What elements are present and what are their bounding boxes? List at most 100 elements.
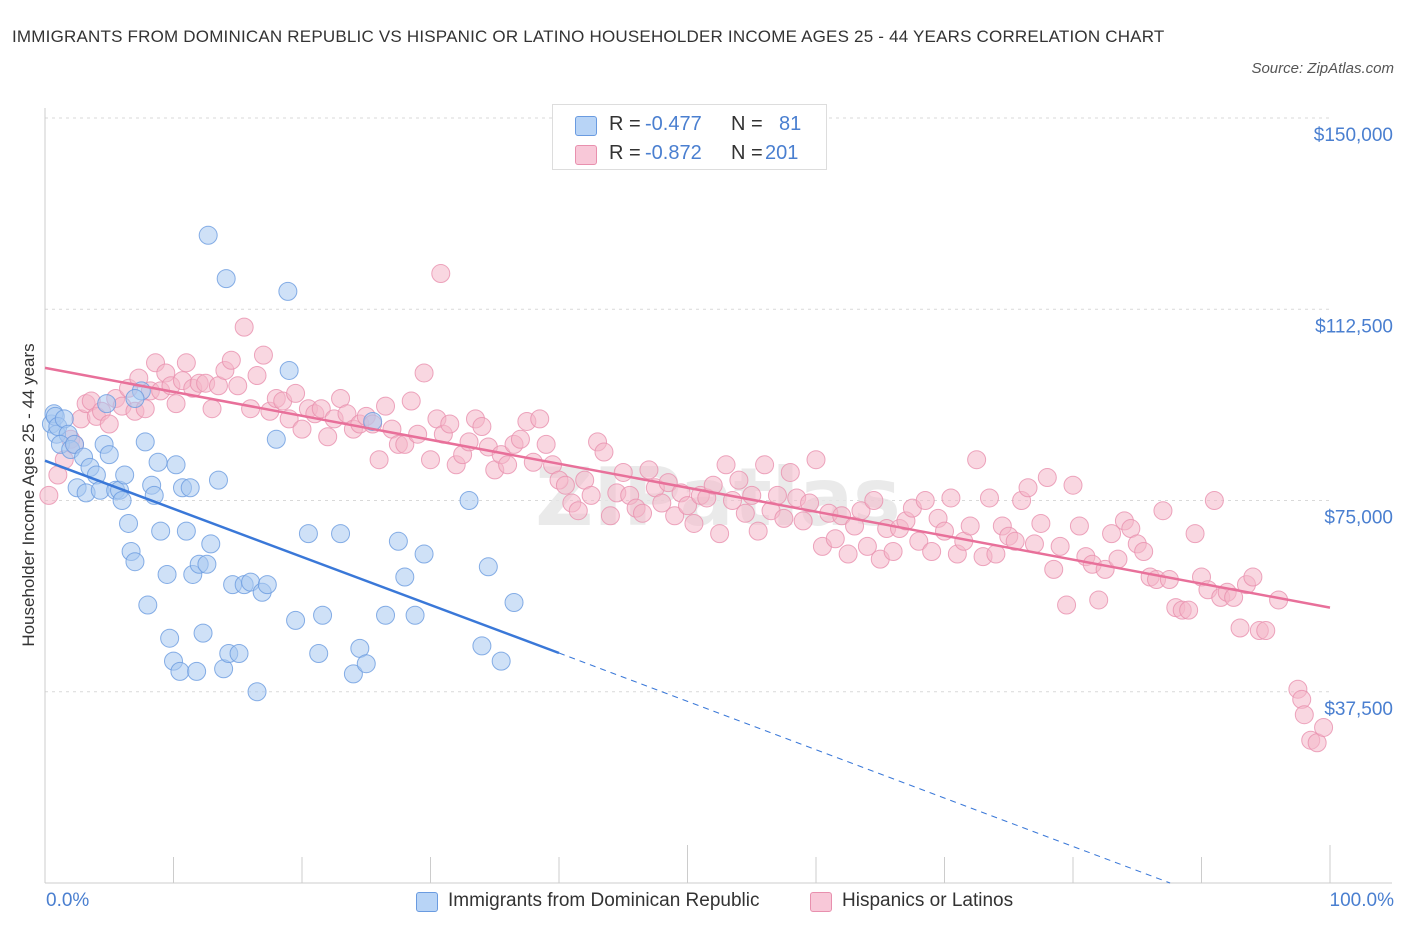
hispanics-point [1230,618,1250,638]
r-label: R = [609,142,641,164]
hispanics-point [838,544,858,564]
dominican-point [187,661,207,681]
dominican-point [176,521,196,541]
dominican-point [459,491,479,510]
blue-swatch [416,892,438,912]
hispanics-point [1037,468,1057,488]
n-label: N = [731,142,763,164]
hispanics-point [915,491,935,510]
hispanics-point [857,536,877,556]
dominican-point [395,567,415,587]
hispanics-point [703,475,723,495]
hispanics-point [401,391,421,411]
series-hispanics-points [39,264,1334,753]
dominican-point [286,610,306,630]
hispanics-point [986,544,1006,564]
hispanics-point [311,399,331,419]
hispanics-point [780,462,800,482]
hispanics-point [665,506,685,526]
dominican-point [97,394,117,414]
dominican-point [112,491,132,510]
dominican-point [198,225,218,245]
hispanics-point [1294,705,1314,725]
r-value: -0.872 [645,142,702,164]
hispanics-point [234,317,254,337]
dominican-point [363,411,383,431]
dominican-point [180,478,200,498]
hispanics-point [376,396,396,416]
y-tick-label: $112,500 [1315,316,1393,337]
dominican-trend-extension [558,652,1171,884]
hispanics-point [767,485,787,505]
hispanics-point [909,531,929,551]
hispanics-point [523,452,543,472]
hispanics-point [166,394,186,414]
hispanics-point [684,513,704,533]
dominican-point [160,628,180,648]
hispanics-point [369,450,389,470]
hispanics-point [1102,524,1122,544]
dominican-point [491,651,511,671]
hispanics-point [221,350,241,370]
hispanics-point [1314,717,1334,737]
hispanics-point [735,503,755,523]
hispanics-point [710,524,730,544]
dominican-point [208,470,228,490]
hispanics-point [286,383,306,403]
n-value: 81 [779,113,802,135]
hispanics-point [1256,621,1276,641]
hispanics-point [1044,559,1064,579]
hispanics-point [633,503,653,523]
dominican-point [157,564,177,584]
dominican-point [151,521,171,541]
hispanics-point [967,450,987,470]
hispanics-point [1057,595,1077,615]
dominican-trend-line [44,459,560,655]
hispanics-point [594,442,614,462]
hispanics-point [652,493,672,513]
hispanics-point [1063,475,1083,495]
legend-label: Hispanics or Latinos [842,890,1014,911]
hispanics-point [1089,590,1109,610]
hispanics-point [825,529,845,549]
hispanics-point [39,485,59,505]
hispanics-point [1005,531,1025,551]
series-dominican-points [41,225,524,702]
hispanics-point [247,366,267,386]
dominican-point [343,664,363,684]
hispanics-point [1185,524,1205,544]
y-tick-label: $150,000 [1314,125,1393,146]
dominican-point [193,623,213,643]
dominican-point [504,593,524,612]
dominican-point [197,554,217,574]
hispanics-point [431,264,451,284]
hispanics-point [1031,513,1051,533]
n-value: 201 [765,142,799,164]
hispanics-point [498,455,518,475]
hispanics-point [748,521,768,541]
series-legend: Immigrants from Dominican Republic Hispa… [0,888,1406,918]
dominican-point [309,644,329,663]
hispanics-point [421,450,440,470]
dominican-point [229,644,249,663]
hispanics-point [292,419,312,439]
hispanics-point [864,491,884,510]
hispanics-point [581,485,601,505]
dominican-point [313,605,333,625]
hispanics-point [613,462,633,482]
hispanics-point [922,542,942,561]
dominican-point [257,575,277,595]
r-value: -0.477 [645,113,702,135]
y-tick-labels: $37,500 $75,000 $112,500 $150,000 [1314,125,1393,720]
dominican-point [278,281,298,301]
dominican-point [99,445,119,465]
x-tick-end: 100.0% [1329,890,1394,911]
legend-row-hispanics: R = -0.872 N = 201 [553,139,826,169]
legend-label: Immigrants from Dominican Republic [448,890,760,911]
hispanics-point [414,363,434,383]
pink-swatch [810,892,832,912]
chart-title: IMMIGRANTS FROM DOMINICAN REPUBLIC VS HI… [12,27,1165,46]
dominican-point [201,534,221,554]
hispanics-point [472,417,492,437]
dominican-point [298,524,318,544]
